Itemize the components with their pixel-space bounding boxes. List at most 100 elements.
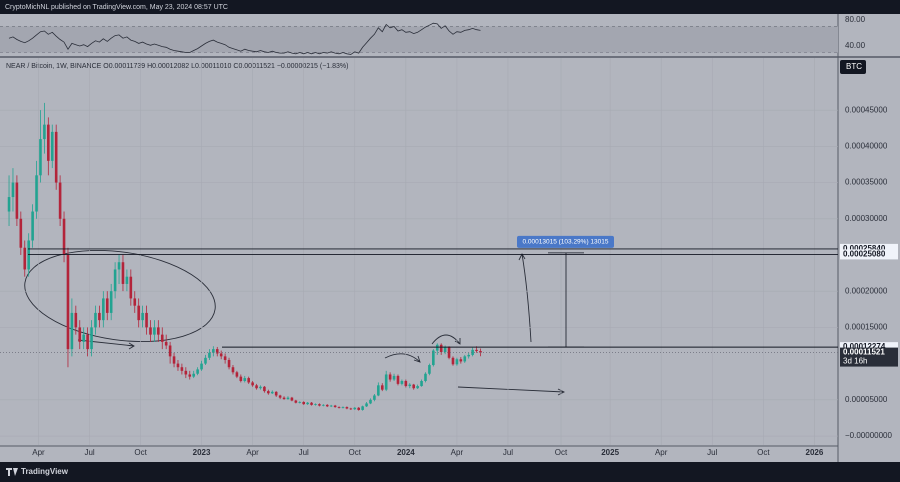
candle-body (439, 344, 443, 353)
candle-body (341, 407, 345, 408)
candle-body (204, 357, 207, 364)
candle-body (298, 401, 302, 403)
candle-body (420, 380, 423, 387)
candle-body (428, 365, 431, 374)
candle-body (208, 352, 211, 358)
last-price-label: 0.00011521 (843, 348, 885, 357)
y-tick-label: 0.00020000 (845, 286, 888, 295)
y-tick-label: 0.00035000 (845, 178, 888, 187)
x-tick-label: 2024 (397, 448, 415, 457)
candle-body (322, 404, 325, 406)
y-tick-label: 80.00 (845, 15, 866, 24)
candle-body (247, 378, 250, 383)
candle-body (380, 385, 384, 390)
candle-body (314, 404, 317, 405)
candle-body (212, 349, 215, 353)
candle-body (479, 351, 482, 353)
candle-body (455, 359, 459, 365)
candle-body (66, 254, 70, 350)
y-tick-label: 0.00005000 (845, 395, 888, 404)
candle-body (267, 391, 270, 394)
candle-body (369, 399, 372, 404)
candle-body (227, 359, 231, 368)
candle-body (70, 312, 74, 350)
candle-body (329, 405, 333, 407)
candle-body (149, 327, 152, 335)
candle-body (392, 375, 396, 380)
candle-body (113, 269, 117, 292)
candle-body (251, 382, 254, 386)
candle-body (412, 384, 415, 389)
x-tick-label: Apr (655, 448, 668, 457)
candle-body (286, 397, 290, 400)
candle-body (357, 407, 360, 410)
candle-body (105, 298, 109, 313)
header: CryptoMichNL published on TradingView.co… (5, 4, 228, 11)
candle-body (176, 363, 180, 368)
x-tick-label: Apr (32, 448, 45, 457)
candle-body (129, 276, 133, 299)
candle-body (255, 385, 258, 389)
candle-body (94, 312, 97, 328)
x-tick-label: Oct (349, 448, 362, 457)
candle-body (318, 404, 321, 406)
candle-body (58, 182, 62, 219)
x-tick-label: Oct (757, 448, 770, 457)
candle-body (475, 349, 478, 352)
candle-body (15, 182, 19, 219)
candle-body (325, 404, 329, 407)
candle-body (302, 401, 305, 405)
candle-body (377, 385, 380, 396)
y-tick-label: 0.00045000 (845, 105, 888, 114)
candle-body (337, 407, 341, 408)
candle-body (416, 386, 419, 389)
x-tick-label: Apr (246, 448, 259, 457)
y-tick-label: 0.00030000 (845, 214, 888, 223)
candle-body (263, 386, 266, 392)
x-tick-label: Oct (555, 448, 568, 457)
candle-body (282, 397, 286, 400)
candle-body (145, 312, 148, 328)
candle-body (50, 131, 54, 161)
candle-body (184, 370, 188, 375)
price-label-box (840, 243, 898, 254)
footer: TradingView (21, 467, 69, 476)
candle-body (98, 312, 101, 321)
candle-body (361, 406, 364, 410)
candle-body (306, 402, 309, 405)
price-label: 0.00025840 (843, 244, 886, 253)
candle-body (164, 341, 168, 346)
price-label: 0.00012274 (843, 342, 886, 351)
candle-body (54, 131, 58, 183)
x-tick-label: 2026 (806, 448, 824, 457)
candle-body (102, 298, 105, 321)
candle-body (215, 349, 219, 354)
candle-body (349, 408, 353, 410)
candle-body (200, 363, 203, 370)
candle-body (7, 197, 11, 212)
candle-body (333, 405, 337, 408)
candle-body (243, 378, 247, 381)
candle-body (435, 344, 439, 351)
candle-body (82, 334, 85, 342)
candle-body (192, 373, 195, 377)
candle-body (172, 356, 176, 364)
arrow-drawing (384, 353, 421, 363)
candle-body (400, 380, 404, 384)
candle-body (270, 391, 274, 394)
candle-body (23, 247, 27, 270)
candle-body (121, 262, 125, 284)
countdown: 3d 16h (843, 357, 867, 366)
candle-body (43, 124, 46, 140)
candle-body (141, 312, 144, 321)
measure-box (517, 235, 614, 248)
candle-body (396, 375, 400, 384)
candle-body (345, 407, 349, 409)
candle-body (463, 356, 467, 362)
candle-body (432, 350, 435, 366)
candle-body (11, 182, 15, 198)
drawings (24, 249, 566, 396)
candle-body (235, 372, 239, 377)
candle-body (39, 139, 42, 176)
x-tick-label: Jul (84, 448, 94, 457)
